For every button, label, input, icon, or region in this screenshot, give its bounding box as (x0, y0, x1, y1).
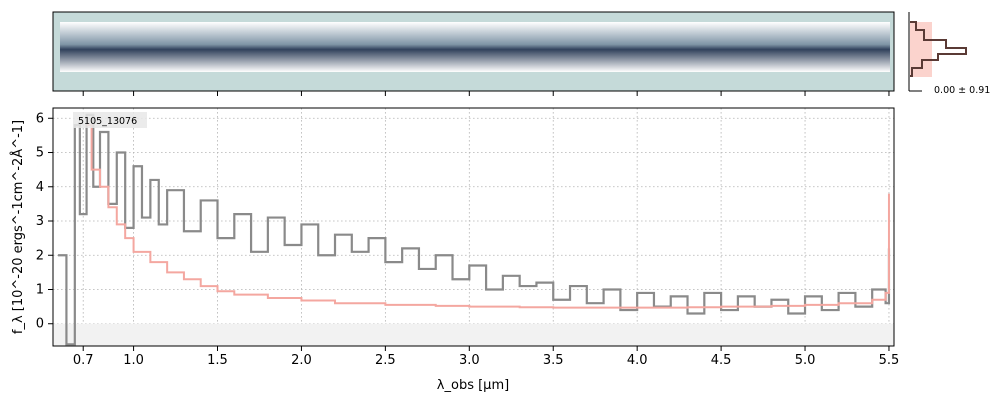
plot-area (53, 108, 894, 346)
object-label-box (73, 112, 147, 128)
x-tick-label: 4.0 (627, 353, 648, 368)
y-tick-label: 4 (36, 180, 44, 195)
below-zero-band (53, 323, 894, 346)
side-histogram-panel: 0.00 ± 0.91 (908, 12, 990, 96)
x-tick-label: 1.5 (207, 353, 228, 368)
series-layer (58, 113, 891, 346)
x-tick-label: 5.0 (795, 353, 816, 368)
gridlines (53, 108, 894, 346)
x-tick-label: 2.0 (291, 353, 312, 368)
x-axis-label: λ_obs [μm] (437, 378, 509, 393)
plot-frame (52, 107, 895, 347)
x-tick-label: 0.7 (73, 353, 94, 368)
histogram-band (910, 22, 932, 77)
model-series (86, 124, 890, 309)
spectrum-2d-panel (52, 11, 895, 92)
x-ticks: 0.7 1.0 1.5 2.0 2.5 3.0 3.5 4.0 4.5 5.0 5.5 (73, 91, 899, 368)
y-tick-label: 6 (36, 111, 44, 126)
y-tick-label: 3 (36, 214, 44, 229)
x-tick-label: 3.5 (543, 353, 564, 368)
spectrum-1d-panel: 0.7 1.0 1.5 2.0 2.5 3.0 3.5 4.0 4.5 5.0 5.5 0 1 2 3 4 5… (36, 91, 899, 368)
x-tick-label: 1.0 (123, 353, 144, 368)
y-tick-label: 1 (36, 282, 44, 297)
x-tick-label: 5.5 (879, 353, 900, 368)
y-tick-label: 5 (36, 146, 44, 161)
y-axis-label: f_λ [10^-20 ergs^-1cm^-2Å^-1] (10, 120, 26, 334)
x-tick-label: 3.0 (459, 353, 480, 368)
flux-series (58, 113, 891, 346)
histogram-annotation: 0.00 ± 0.91 (934, 85, 990, 96)
y-tick-label: 2 (36, 248, 44, 263)
x-tick-label: 4.5 (711, 353, 732, 368)
object-label: 5105_13076 (78, 116, 137, 127)
histogram-outline (910, 21, 967, 77)
spectrum-2d-trace (60, 22, 890, 72)
x-tick-label: 2.5 (375, 353, 396, 368)
spectrum-2d-frame (52, 11, 895, 92)
y-tick-label: 0 (36, 317, 44, 332)
y-ticks: 0 1 2 3 4 5 6 (36, 111, 53, 332)
